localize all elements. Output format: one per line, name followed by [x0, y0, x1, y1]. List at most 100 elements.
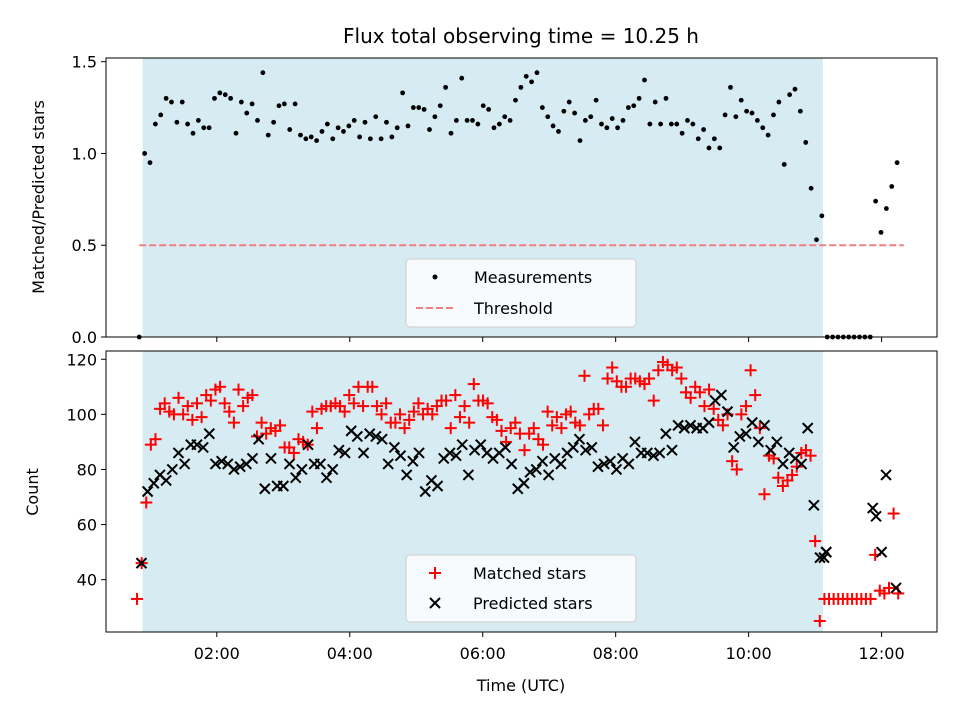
predicted-star-point: [524, 466, 536, 478]
predicted-star-point: [419, 485, 431, 498]
predicted-star-point: [678, 422, 691, 434]
measurement-point: [642, 77, 647, 83]
matched-star-point: [749, 389, 762, 402]
matched-star-point: [684, 391, 697, 404]
predicted-x-b: [703, 416, 715, 429]
predicted-star-point: [357, 447, 370, 459]
matched-star-point: [596, 419, 609, 432]
measurement-point: [690, 121, 696, 127]
predicted-star-point: [579, 444, 592, 456]
predicted-star-point: [740, 427, 752, 440]
measurement-point: [647, 121, 653, 127]
matched-star-point: [131, 592, 144, 605]
matched-star-point: [546, 419, 559, 432]
predicted-star-point: [555, 458, 567, 470]
predicted-x-b: [401, 469, 413, 481]
predicted-star-point: [586, 441, 598, 454]
measurement-point: [502, 114, 508, 120]
predicted-star-point: [166, 463, 179, 476]
matched-star-point: [730, 463, 743, 476]
predicted-x-b: [289, 472, 302, 484]
bottom-ytick-label: 100: [66, 405, 97, 424]
predicted-x-b: [178, 458, 191, 470]
predicted-star-point: [653, 447, 666, 459]
predicted-star-point: [209, 458, 222, 470]
measurement-point: [437, 103, 443, 109]
predicted-x-b: [302, 438, 314, 451]
measurement-point: [593, 97, 599, 103]
measurement-point: [470, 118, 475, 123]
legend-predicted-label: Predicted stars: [473, 594, 593, 613]
matched-star-point: [573, 419, 586, 432]
measurement-point: [244, 110, 250, 116]
measurement-point: [152, 121, 158, 127]
measurement-point: [158, 112, 164, 118]
measurement-point: [620, 118, 626, 123]
predicted-star-point: [456, 438, 468, 451]
predicted-x-b: [246, 452, 259, 465]
predicted-x-b: [333, 444, 345, 456]
measurement-point: [513, 97, 518, 103]
measurement-point: [179, 99, 185, 105]
matched-star-point: [739, 400, 752, 413]
matched-star-point: [158, 397, 171, 410]
predicted-star-point: [314, 458, 327, 470]
bottom-xtick-label: 08:00: [593, 644, 639, 663]
predicted-x-b: [363, 427, 376, 440]
predicted-x-b: [518, 477, 530, 489]
predicted-x-b: [407, 455, 419, 467]
measurement-point: [298, 132, 303, 138]
matched-star-point: [218, 397, 231, 410]
predicted-x-b: [795, 458, 808, 470]
measurement-point: [550, 123, 556, 129]
predicted-x-b: [320, 472, 333, 484]
measurement-point: [169, 99, 174, 105]
measurement-point: [486, 106, 492, 112]
predicted-star-point: [450, 449, 462, 462]
matched-star-point: [509, 416, 522, 429]
measurement-point: [566, 99, 572, 105]
measurement-point: [276, 103, 282, 109]
measurement-point: [222, 92, 228, 98]
predicted-x-b: [339, 447, 351, 459]
matched-star-point: [670, 361, 683, 374]
predicted-x-b: [160, 474, 172, 487]
measurement-point: [260, 70, 266, 76]
predicted-star-point: [326, 463, 339, 476]
matched-star-point: [518, 444, 531, 457]
matched-star-point: [232, 383, 245, 396]
matched-star-point: [338, 405, 351, 418]
measurement-point: [410, 105, 416, 110]
measurement-point: [695, 136, 701, 142]
predicted-star-point: [542, 469, 555, 481]
predicted-star-point: [252, 433, 265, 445]
measurement-point: [303, 136, 309, 142]
predicted-star-point: [141, 485, 154, 498]
predicted-x-b: [616, 452, 629, 465]
matched-star-point: [444, 422, 457, 435]
measurement-point: [195, 118, 201, 123]
matched-star-point: [716, 419, 729, 432]
predicted-x-b: [215, 455, 228, 467]
measurement-point: [212, 95, 217, 101]
matched-star-point: [744, 364, 757, 377]
predicted-x-b: [388, 441, 401, 454]
top-title: Flux total observing time = 10.25 h: [343, 24, 699, 48]
predicted-star-point: [890, 582, 902, 594]
predicted-star-point: [363, 427, 376, 440]
measurement-point: [255, 118, 260, 123]
top-legend-box: [405, 258, 637, 328]
predicted-star-point: [339, 447, 351, 459]
predicted-x-b: [752, 436, 765, 448]
predicted-star-point: [333, 444, 345, 456]
measurement-point: [749, 110, 755, 116]
measurement-point: [384, 119, 389, 125]
top-ytick-label: 0.0: [72, 328, 97, 347]
predicted-x-b: [672, 419, 684, 432]
matched-star-point: [398, 422, 411, 435]
measurement-point: [335, 125, 341, 131]
predicted-x-b: [376, 433, 388, 445]
matched-star-point: [306, 405, 319, 418]
predicted-star-point: [672, 419, 684, 432]
predicted-star-point: [870, 510, 882, 523]
